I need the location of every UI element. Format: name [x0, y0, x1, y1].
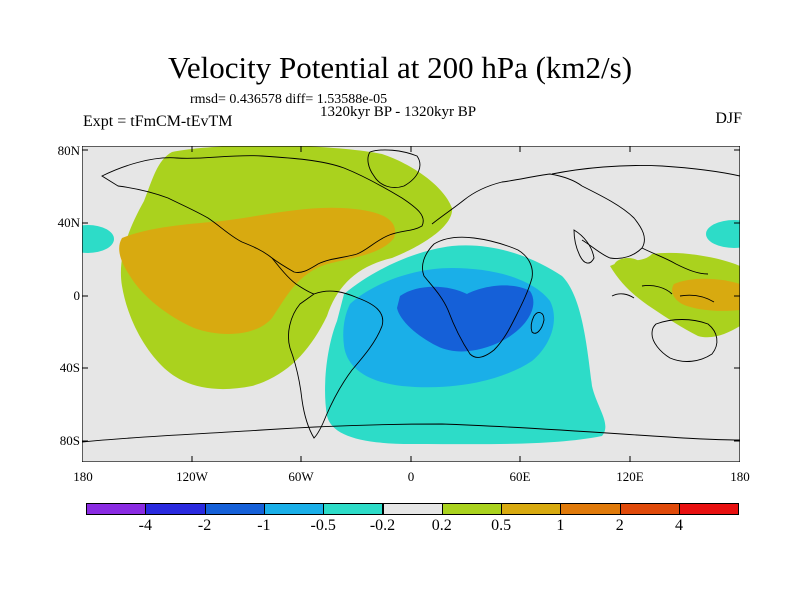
experiment-label: Expt = tFmCM-tEvTM [83, 113, 233, 130]
colorbar-swatch [441, 503, 503, 515]
colorbar-swatch [145, 503, 206, 515]
coastlines [82, 149, 740, 443]
lat-label-80s: 80S [59, 433, 80, 448]
colorbar-label: -4 [138, 517, 152, 534]
lon-label-60w: 60W [288, 469, 314, 484]
field-positive-core-americas [119, 207, 396, 334]
stats-text: rmsd= 0.436578 diff= 1.53588e-05 [190, 92, 388, 107]
colorbar-label: 1 [556, 517, 565, 534]
map-ticks [82, 146, 740, 462]
lon-label-0: 0 [407, 469, 415, 484]
colorbar-label: 4 [675, 517, 683, 534]
colorbar-swatch [501, 503, 562, 515]
field-positive-asia-small [614, 258, 642, 274]
colorbar-label: 0.5 [491, 517, 512, 534]
colorbar-swatch [263, 503, 325, 515]
colorbar-label: -1 [257, 517, 271, 534]
colorbar-label: 2 [615, 517, 624, 534]
lon-label-60e: 60E [509, 469, 531, 484]
colorbar-swatch [86, 503, 147, 515]
lat-label-eq: 0 [73, 288, 81, 303]
field-negative-west [82, 225, 114, 253]
lon-label-120w: 120W [176, 469, 208, 484]
colorbar-label: -0.5 [310, 517, 336, 534]
field-negative-africa-core [397, 285, 534, 352]
lon-label-180e: 180 [730, 469, 750, 484]
colorbar-swatch [323, 503, 384, 515]
colorbar-swatch [619, 503, 680, 515]
colorbar-label: -0.2 [369, 517, 396, 534]
lon-label-180w: 180 [73, 469, 93, 484]
colorbar-label: -2 [197, 517, 212, 534]
season-label: DJF [715, 110, 742, 127]
colorbar-label: 0.2 [431, 517, 452, 534]
colorbar-swatch [679, 503, 740, 515]
colorbar-swatch [204, 503, 265, 515]
field-positive-pacific-core [672, 278, 740, 311]
map-panel [82, 146, 740, 462]
field-negative-east-edge [706, 220, 740, 248]
lat-label-40s: 40S [59, 360, 80, 375]
chart-title: Velocity Potential at 200 hPa (km2/s) [167, 50, 633, 85]
lon-label-120e: 120E [616, 469, 644, 484]
lat-label-40n: 40N [57, 215, 80, 230]
period-text: 1320kyr BP - 1320kyr BP [320, 104, 477, 120]
lat-label-80n: 80N [57, 143, 80, 158]
colorbar-swatch [560, 503, 621, 515]
colorbar-swatch [382, 503, 443, 515]
